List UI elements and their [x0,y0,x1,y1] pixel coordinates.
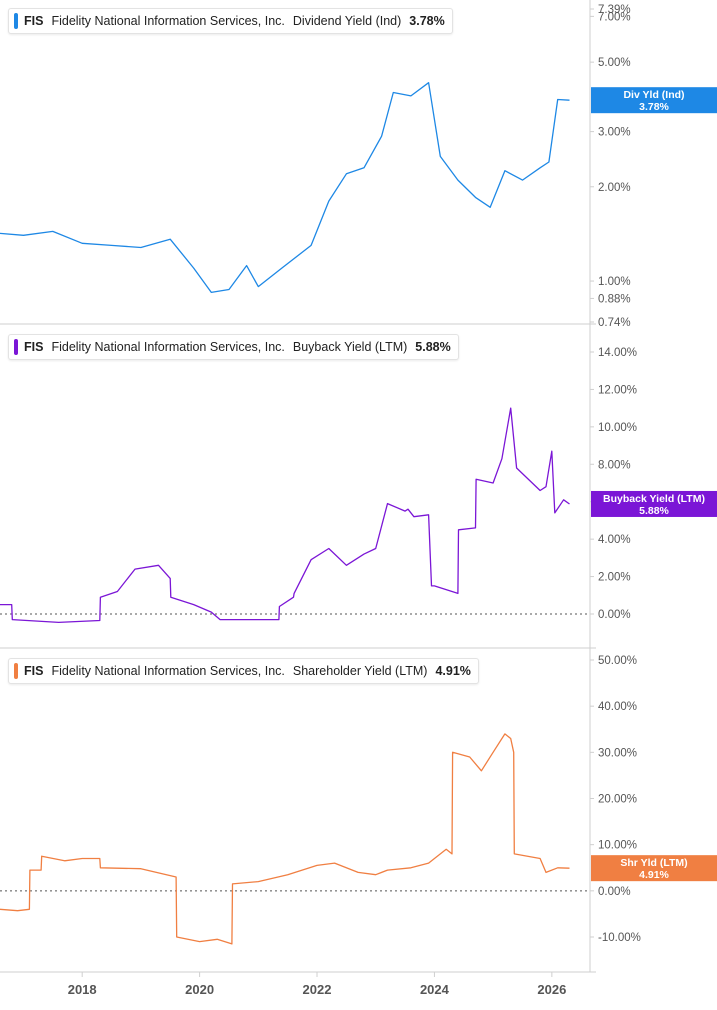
value-flag-box [591,490,717,517]
y-tick-label: 3.00% [598,127,631,139]
panel-3: 50.00% 40.00% 30.00% 20.00% 10.00% 0.00% -10.0… [0,655,717,945]
y-tick-label: 7.39% [598,4,631,16]
y-tick-label: 0.00% [598,609,631,621]
y-tick-label: 4.00% [598,534,631,546]
y-tick-label: 20.00% [598,794,637,806]
y-tick-label: -10.00% [598,932,641,944]
x-tick-label: 2026 [537,982,566,997]
legend-ticker: FIS [24,664,44,678]
legend-company: Fidelity National Information Services, … [51,14,285,28]
value-flag-box [591,855,717,882]
x-tick-label: 2020 [185,982,214,997]
series-color-swatch [14,13,18,29]
legend-metric: Dividend Yield (Ind) [292,14,402,28]
legend-dividend-yield[interactable]: FIS Fidelity National Information Servic… [8,8,453,34]
legend-value: 3.78% [409,14,445,28]
y-tick-label: 0.88% [598,293,631,305]
value-flag: Buyback Yield (LTM)5.88% [591,490,717,517]
series-color-swatch [14,339,18,355]
panel-2: 14.00%12.00%10.00%8.00%6.00%4.00%2.00%0.… [0,347,717,624]
y-tick-label: 12.00% [598,384,637,396]
panel-1: 7.39%7.00% 5.00% 3.00% 2.00% 1.00% 0.88% 0.74%… [0,4,717,329]
y-tick-label: 7.00% [598,11,631,23]
y-tick-label: 0.00% [598,886,631,898]
legend-ticker: FIS [24,340,44,354]
value-flag-value: 5.88% [639,505,669,517]
y-tick-label: 30.00% [598,747,637,759]
value-flag-value: 3.78% [639,101,669,113]
y-tick-label: 10.00% [598,840,637,852]
legend-buyback-yield[interactable]: FIS Fidelity National Information Servic… [8,334,459,360]
legend-value: 5.88% [415,340,451,354]
legend-company: Fidelity National Information Services, … [51,340,285,354]
value-flag-label: Buyback Yield (LTM) [603,493,705,505]
value-flag: Shr Yld (LTM)4.91% [591,855,717,882]
value-flag-label: Div Yld (Ind) [623,89,684,101]
x-tick-label: 2018 [68,982,97,997]
x-tick-label: 2024 [420,982,450,997]
y-tick-label: 8.00% [598,459,631,471]
legend-shareholder-yield[interactable]: FIS Fidelity National Information Servic… [8,658,479,684]
y-tick-label: 5.00% [598,57,631,69]
value-flag: Div Yld (Ind)3.78% [591,87,717,114]
value-flag-value: 4.91% [639,869,669,881]
series-line [0,82,570,294]
y-tick-label: 2.00% [598,182,631,194]
y-tick-label: 0.74% [598,317,631,329]
series-line [0,407,570,624]
y-tick-label: 1.00% [598,276,631,288]
y-tick-label: 10.00% [598,422,637,434]
series-line [0,733,570,945]
legend-metric: Buyback Yield (LTM) [292,340,408,354]
y-tick-label: 2.00% [598,572,631,584]
value-flag-box [591,87,717,114]
y-tick-label: 40.00% [598,701,637,713]
value-flag-label: Shr Yld (LTM) [620,857,687,869]
x-tick-label: 2022 [303,982,332,997]
y-tick-label: 14.00% [598,347,637,359]
series-color-swatch [14,663,18,679]
y-tick-label: 50.00% [598,655,637,667]
legend-company: Fidelity National Information Services, … [51,664,285,678]
legend-ticker: FIS [24,14,44,28]
legend-value: 4.91% [435,664,471,678]
legend-metric: Shareholder Yield (LTM) [292,664,428,678]
